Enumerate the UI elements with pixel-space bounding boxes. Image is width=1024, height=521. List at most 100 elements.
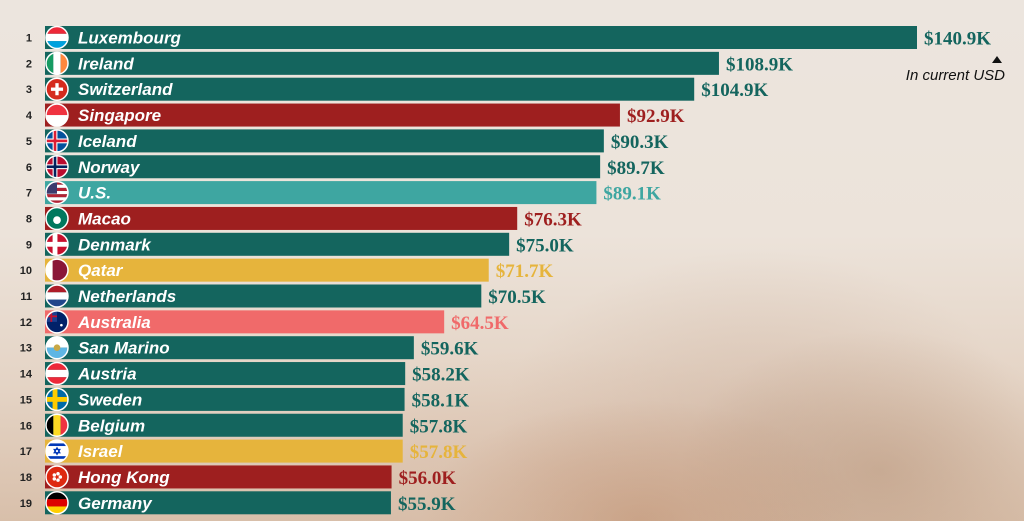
value-label: $56.0K bbox=[399, 468, 457, 489]
value-label: $108.9K bbox=[726, 54, 793, 75]
bar-row: 14 Austria $58.2K bbox=[20, 361, 470, 386]
country-label: Singapore bbox=[78, 106, 161, 125]
value-label: $64.5K bbox=[451, 313, 509, 334]
bar bbox=[45, 77, 695, 101]
rank-label: 18 bbox=[20, 472, 32, 484]
rank-label: 19 bbox=[20, 498, 32, 510]
bar-row: 10 Qatar $71.7K bbox=[20, 258, 554, 282]
belgium-flag-icon bbox=[45, 413, 69, 437]
rank-label: 11 bbox=[20, 291, 32, 303]
bar-row: 1 Luxembourg $140.9K bbox=[26, 25, 991, 50]
rank-label: 7 bbox=[26, 188, 32, 200]
netherlands-flag-icon bbox=[45, 284, 69, 308]
rank-label: 15 bbox=[20, 394, 32, 406]
bar bbox=[45, 258, 489, 282]
rank-label: 9 bbox=[26, 239, 32, 251]
value-label: $71.7K bbox=[496, 261, 554, 282]
value-label: $58.1K bbox=[412, 390, 470, 411]
germany-flag-icon bbox=[45, 491, 69, 515]
value-label: $75.0K bbox=[516, 235, 574, 256]
san-marino-flag-icon bbox=[45, 335, 69, 360]
bar-row: 7 U.S. $89.1K bbox=[26, 180, 661, 205]
bar-row: 2 Ireland $108.9K bbox=[26, 51, 793, 76]
bar-row: 3 Switzerland $104.9K bbox=[26, 77, 768, 101]
bar-row: 13 San Marino $59.6K bbox=[20, 335, 479, 360]
rank-label: 12 bbox=[20, 317, 32, 329]
iceland-flag-icon bbox=[45, 129, 69, 153]
country-label: Denmark bbox=[78, 235, 152, 254]
country-label: Macao bbox=[78, 209, 131, 228]
bar-row: 17 Israel $57.8K bbox=[20, 439, 468, 463]
us-flag-icon bbox=[45, 180, 69, 205]
austria-flag-icon bbox=[45, 361, 69, 386]
rank-label: 13 bbox=[20, 343, 32, 355]
rank-label: 1 bbox=[26, 33, 32, 45]
macao-flag-icon bbox=[45, 206, 69, 231]
rank-label: 8 bbox=[26, 213, 32, 225]
bar-row: 12 Australia $64.5K bbox=[20, 310, 509, 334]
singapore-flag-icon bbox=[45, 103, 69, 127]
country-label: Belgium bbox=[78, 416, 145, 435]
bar-row: 18 Hong Kong $56.0K bbox=[20, 465, 457, 489]
bar bbox=[45, 206, 518, 230]
rank-label: 2 bbox=[26, 58, 32, 70]
country-label: Norway bbox=[78, 158, 141, 177]
australia-flag-icon bbox=[45, 310, 69, 334]
country-label: Sweden bbox=[78, 390, 142, 409]
norway-flag-icon bbox=[45, 155, 69, 179]
israel-flag-icon bbox=[45, 439, 69, 463]
sweden-flag-icon bbox=[45, 387, 69, 412]
country-label: Netherlands bbox=[78, 287, 176, 306]
bar-row: 15 Sweden $58.1K bbox=[20, 387, 470, 412]
up-arrow-icon bbox=[992, 56, 1002, 63]
qatar-flag-icon bbox=[45, 258, 69, 282]
country-label: Iceland bbox=[78, 132, 137, 151]
bar-row: 9 Denmark $75.0K bbox=[26, 232, 574, 257]
country-label: Ireland bbox=[78, 54, 134, 73]
bar bbox=[45, 465, 392, 489]
rank-label: 5 bbox=[26, 136, 32, 148]
currency-note: In current USD bbox=[905, 67, 1005, 84]
country-label: Luxembourg bbox=[78, 29, 182, 48]
country-label: San Marino bbox=[78, 339, 170, 358]
bar bbox=[45, 387, 405, 411]
value-label: $90.3K bbox=[611, 132, 669, 153]
denmark-flag-icon bbox=[45, 232, 69, 257]
bar bbox=[45, 103, 620, 127]
bar bbox=[45, 232, 510, 256]
value-label: $76.3K bbox=[524, 209, 582, 230]
bar bbox=[45, 129, 604, 153]
value-label: $59.6K bbox=[421, 339, 479, 360]
bar bbox=[45, 155, 601, 179]
country-label: Austria bbox=[77, 365, 137, 384]
value-label: $55.9K bbox=[398, 494, 456, 515]
rank-label: 14 bbox=[20, 369, 33, 381]
bar bbox=[45, 26, 917, 49]
ireland-flag-icon bbox=[45, 51, 69, 76]
rank-label: 3 bbox=[26, 84, 32, 96]
value-label: $89.1K bbox=[603, 184, 661, 205]
switzerland-flag-icon bbox=[45, 77, 69, 101]
bar bbox=[45, 362, 406, 386]
bar-row: 19 Germany $55.9K bbox=[20, 491, 456, 515]
bar bbox=[45, 181, 597, 205]
value-label: $92.9K bbox=[627, 106, 685, 127]
rank-label: 16 bbox=[20, 420, 32, 432]
luxembourg-flag-icon bbox=[45, 25, 69, 50]
country-label: Qatar bbox=[78, 261, 124, 280]
country-label: Hong Kong bbox=[78, 468, 170, 487]
bar bbox=[45, 51, 719, 75]
bar-row: 8 Macao $76.3K bbox=[26, 206, 582, 231]
bar bbox=[45, 284, 482, 308]
country-label: Australia bbox=[77, 313, 151, 332]
hong-kong-flag-icon bbox=[45, 465, 69, 489]
rank-label: 10 bbox=[20, 265, 32, 277]
bar bbox=[45, 491, 391, 515]
value-label: $89.7K bbox=[607, 158, 665, 179]
bar-row: 5 Iceland $90.3K bbox=[26, 129, 669, 153]
bar-row: 11 Netherlands $70.5K bbox=[20, 284, 546, 308]
rank-label: 17 bbox=[20, 446, 32, 458]
country-label: U.S. bbox=[78, 184, 111, 203]
value-label: $57.8K bbox=[410, 442, 468, 463]
bar bbox=[45, 413, 403, 437]
